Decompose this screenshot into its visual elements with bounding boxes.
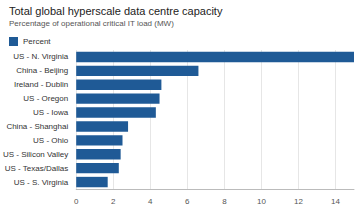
svg-text:Percentage of operational crit: Percentage of operational critical IT lo… xyxy=(9,19,174,28)
svg-text:8: 8 xyxy=(222,197,227,205)
svg-text:Percent: Percent xyxy=(23,37,51,46)
svg-text:US - Texas/Dallas: US - Texas/Dallas xyxy=(5,164,68,173)
svg-text:US - Ohio: US - Ohio xyxy=(33,136,69,145)
svg-text:US - Oregon: US - Oregon xyxy=(23,94,68,103)
svg-text:2: 2 xyxy=(111,197,116,205)
svg-text:4: 4 xyxy=(148,197,153,205)
svg-text:12: 12 xyxy=(294,197,303,205)
svg-text:10: 10 xyxy=(257,197,266,205)
svg-text:US - Silicon Valley: US - Silicon Valley xyxy=(3,150,68,159)
svg-text:US - S. Virginia: US - S. Virginia xyxy=(14,178,69,187)
svg-text:Ireland - Dublin: Ireland - Dublin xyxy=(14,80,68,89)
svg-text:6: 6 xyxy=(185,197,190,205)
svg-text:US - Iowa: US - Iowa xyxy=(33,108,69,117)
svg-text:0: 0 xyxy=(74,197,79,205)
svg-text:14: 14 xyxy=(331,197,340,205)
svg-text:China - Shanghai: China - Shanghai xyxy=(6,122,68,131)
svg-text:China - Beijing: China - Beijing xyxy=(16,66,68,75)
svg-text:US - N. Virginia: US - N. Virginia xyxy=(13,52,69,61)
svg-text:Total global hyperscale data c: Total global hyperscale data centre capa… xyxy=(9,5,223,17)
